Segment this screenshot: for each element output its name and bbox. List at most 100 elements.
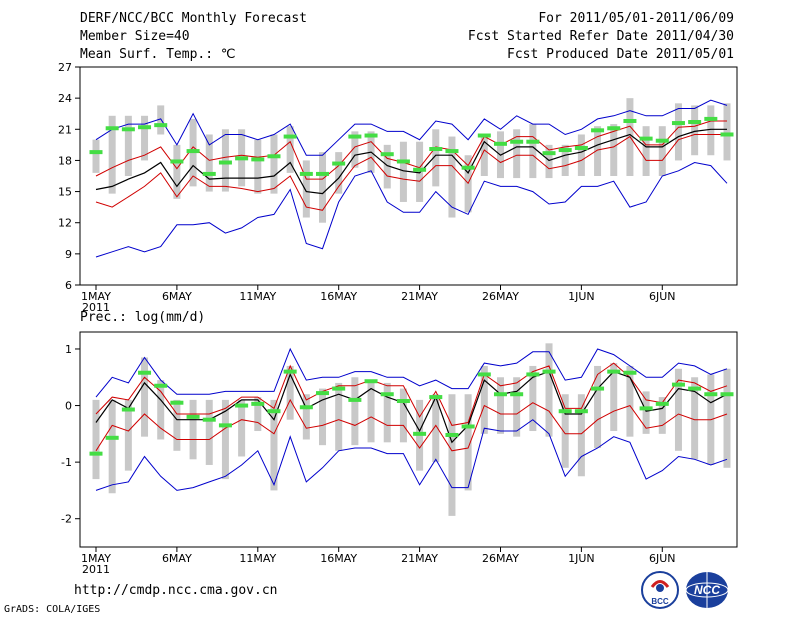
observed-marker — [720, 392, 734, 397]
observed-marker — [121, 127, 135, 132]
x-tick-label: 11MAY — [239, 552, 276, 565]
observed-marker — [105, 435, 119, 440]
observed-marker — [267, 409, 281, 414]
ensemble-box — [658, 397, 666, 434]
observed-marker — [413, 167, 427, 172]
observed-marker — [477, 133, 491, 138]
website-url[interactable]: http://cmdp.ncc.cma.gov.cn — [74, 583, 278, 598]
ensemble-box — [319, 152, 327, 223]
x-tick-label: 21MAY — [401, 552, 438, 565]
x-tick-year: 2011 — [82, 301, 110, 314]
ensemble-box — [723, 103, 731, 161]
ensemble-box — [335, 152, 343, 194]
observed-marker — [105, 126, 119, 131]
ensemble-box — [626, 365, 634, 437]
ensemble-box — [513, 377, 521, 437]
y-tick-label: 24 — [58, 92, 72, 105]
observed-marker — [364, 379, 378, 384]
ensemble-box — [480, 134, 488, 176]
ensemble-box — [335, 382, 343, 451]
y-tick-label: -1 — [61, 456, 72, 469]
ensemble-box — [302, 160, 310, 218]
observed-marker — [170, 400, 184, 405]
observed-marker — [121, 407, 135, 412]
observed-marker — [364, 133, 378, 138]
observed-marker — [89, 451, 103, 456]
ensemble-box — [124, 399, 132, 471]
observed-marker — [348, 134, 362, 139]
observed-marker — [235, 403, 249, 408]
ensemble-max-line — [95, 99, 728, 156]
observed-marker — [138, 370, 152, 375]
ensemble-box — [108, 399, 116, 494]
ensemble-box — [642, 391, 650, 434]
mean-plus-std-line — [95, 120, 727, 180]
observed-marker — [688, 120, 702, 125]
observed-marker — [510, 139, 524, 144]
ncc-globe-icon: NCC — [685, 572, 729, 608]
ensemble-box — [270, 399, 278, 491]
ensemble-box — [254, 397, 262, 432]
ensemble-box — [545, 144, 553, 179]
mean-minus-std-line — [95, 134, 727, 211]
mean-plus-std-line — [95, 362, 728, 426]
x-tick-label: 26MAY — [482, 290, 519, 303]
observed-marker — [591, 386, 605, 391]
observed-marker — [688, 386, 702, 391]
observed-marker — [283, 369, 297, 374]
observed-marker — [445, 149, 459, 154]
ensemble-box — [205, 134, 213, 192]
ensemble-box — [561, 144, 569, 176]
y-tick-label: -2 — [61, 513, 72, 526]
observed-marker — [218, 160, 232, 165]
ensemble-box — [157, 105, 165, 135]
ensemble-box — [141, 115, 149, 161]
observed-marker — [332, 161, 346, 166]
x-tick-label: 26MAY — [482, 552, 519, 565]
ensemble-box — [270, 134, 278, 194]
observed-marker — [267, 154, 281, 159]
x-tick-label: 11MAY — [239, 290, 276, 303]
observed-marker — [235, 156, 249, 161]
observed-marker — [623, 118, 637, 123]
ensemble-box — [513, 129, 521, 179]
ensemble-box — [399, 388, 407, 443]
ensemble-box — [416, 141, 424, 202]
observed-marker — [396, 399, 410, 404]
observed-marker — [348, 397, 362, 402]
observed-marker — [396, 159, 410, 164]
y-tick-label: 0 — [65, 400, 72, 413]
observed-marker — [461, 165, 475, 170]
ensemble-box — [286, 126, 294, 173]
ensemble-box — [529, 365, 537, 432]
observed-marker — [251, 157, 265, 162]
temperature-panel: 6 9 12 15 18 21 24 27 1MAY 6MAY 11MAY 16MAY 21MAY 26M… — [58, 61, 738, 314]
ensemble-box — [383, 144, 391, 189]
ncc-logo: NCC — [684, 570, 730, 610]
ensemble-box — [432, 129, 440, 187]
ensemble-box — [92, 139, 100, 173]
ensemble-box — [302, 394, 310, 440]
observed-marker — [332, 386, 346, 391]
x-tick-label: 6JUN — [649, 290, 676, 303]
member-size-label: Member Size=40 — [80, 29, 190, 44]
x-tick-label: 16MAY — [320, 290, 357, 303]
ensemble-box — [448, 394, 456, 516]
ensemble-box — [691, 377, 699, 460]
ensemble-box — [108, 115, 116, 194]
observed-marker — [299, 405, 313, 410]
ensemble-box — [577, 394, 585, 477]
ensemble-box — [480, 365, 488, 434]
observed-marker — [493, 392, 507, 397]
ensemble-box — [189, 399, 197, 460]
ensemble-box — [383, 382, 391, 443]
observed-marker — [607, 369, 621, 374]
chart-title: DERF/NCC/BCC Monthly Forecast — [80, 11, 307, 26]
forecast-period: For 2011/05/01-2011/06/09 — [538, 11, 734, 26]
y-tick-label: 1 — [65, 343, 72, 356]
observed-marker — [526, 139, 540, 144]
grads-credit: GrADS: COLA/IGES — [4, 604, 101, 615]
ensemble-mean-line — [95, 370, 728, 444]
y-tick-label: 12 — [58, 217, 72, 230]
